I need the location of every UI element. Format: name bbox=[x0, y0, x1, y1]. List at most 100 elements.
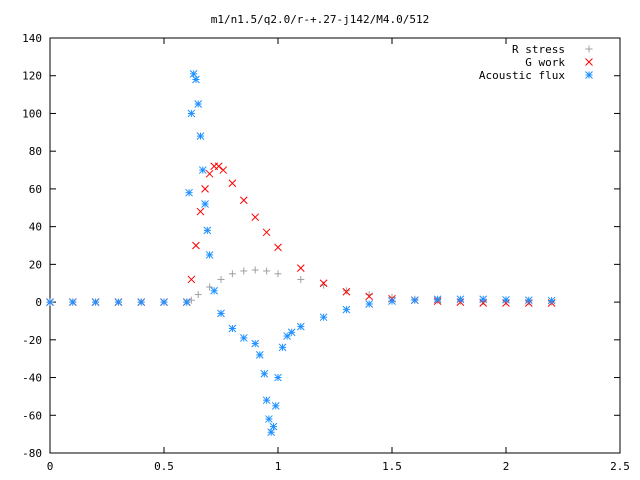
data-point bbox=[201, 200, 209, 208]
x-tick-label: 1.5 bbox=[382, 460, 402, 473]
series-r-stress bbox=[46, 266, 556, 306]
data-point bbox=[182, 298, 191, 306]
axes: 0 0.5 1 1.5 2 2.5 -80 -60 -40 -20 0 20 40 60 80 100 120 1… bbox=[22, 32, 630, 473]
data-point bbox=[319, 313, 328, 322]
data-point bbox=[274, 373, 282, 382]
data-point bbox=[217, 275, 225, 283]
data-point bbox=[388, 297, 396, 306]
data-point bbox=[228, 179, 237, 188]
chart-title: m1/n1.5/q2.0/r-+.27-j142/M4.0/512 bbox=[211, 13, 430, 26]
data-point bbox=[271, 401, 280, 410]
data-point bbox=[206, 283, 214, 291]
data-point bbox=[365, 292, 374, 301]
data-point bbox=[205, 169, 214, 178]
y-tick-label: 60 bbox=[29, 183, 42, 196]
series-g-work bbox=[46, 162, 556, 307]
data-point bbox=[228, 324, 237, 333]
y-tick-label: 140 bbox=[22, 32, 42, 45]
data-point bbox=[194, 291, 202, 299]
data-point bbox=[319, 279, 328, 288]
data-point bbox=[214, 162, 223, 171]
data-point bbox=[255, 351, 264, 359]
data-point bbox=[283, 332, 291, 340]
data-point bbox=[365, 300, 374, 308]
data-point bbox=[160, 298, 168, 306]
data-point bbox=[342, 287, 350, 295]
data-point bbox=[239, 334, 248, 342]
y-tick-label: -40 bbox=[22, 372, 42, 385]
data-point bbox=[203, 226, 212, 235]
legend-marker bbox=[585, 45, 593, 53]
data-point bbox=[239, 196, 248, 205]
data-point bbox=[479, 299, 488, 307]
data-point bbox=[296, 264, 305, 272]
data-point bbox=[187, 109, 196, 118]
data-point bbox=[269, 422, 278, 431]
data-point bbox=[433, 295, 442, 304]
data-point bbox=[342, 287, 351, 296]
data-point bbox=[192, 75, 200, 84]
data-point bbox=[114, 298, 123, 306]
y-tick-label: 40 bbox=[29, 221, 42, 234]
data-point bbox=[265, 415, 273, 423]
data-point bbox=[192, 241, 200, 250]
x-tick-label: 1 bbox=[275, 460, 282, 473]
data-point bbox=[219, 166, 228, 174]
data-point bbox=[196, 207, 205, 216]
plot-frame bbox=[49, 37, 621, 454]
x-tick-label: 2.5 bbox=[610, 460, 630, 473]
data-point bbox=[137, 298, 146, 306]
data-marks bbox=[46, 69, 556, 437]
data-point bbox=[194, 100, 203, 108]
y-tick-label: 80 bbox=[29, 145, 42, 158]
data-point bbox=[196, 132, 205, 140]
y-tick-label: -60 bbox=[22, 409, 42, 422]
data-point bbox=[198, 166, 207, 174]
legend-marker bbox=[585, 58, 593, 66]
data-point bbox=[260, 369, 269, 378]
data-point bbox=[502, 295, 510, 304]
data-point bbox=[262, 396, 271, 405]
data-point bbox=[91, 298, 100, 306]
data-point bbox=[278, 343, 287, 352]
legend-marker bbox=[585, 71, 593, 79]
data-point bbox=[263, 267, 271, 275]
data-point bbox=[251, 213, 260, 222]
legend-label: G work bbox=[525, 56, 565, 69]
y-tick-label: 100 bbox=[22, 107, 42, 120]
data-point bbox=[201, 185, 209, 193]
data-point bbox=[251, 266, 259, 274]
data-point bbox=[342, 305, 351, 314]
data-point bbox=[410, 296, 419, 305]
data-point bbox=[210, 286, 219, 295]
data-point bbox=[262, 228, 271, 237]
data-point bbox=[524, 296, 533, 305]
y-tick-label: -80 bbox=[22, 447, 42, 460]
legend-label: R stress bbox=[512, 43, 565, 56]
data-point bbox=[296, 322, 305, 331]
legend-label: Acoustic flux bbox=[479, 69, 565, 82]
data-point bbox=[205, 251, 214, 259]
data-point bbox=[187, 275, 196, 284]
data-point bbox=[46, 298, 54, 306]
data-point bbox=[274, 243, 282, 252]
data-point bbox=[251, 339, 260, 348]
data-point bbox=[68, 298, 77, 306]
x-tick-label: 0.5 bbox=[154, 460, 174, 473]
y-tick-label: 20 bbox=[29, 258, 42, 271]
series-acoustic-flux bbox=[46, 69, 556, 437]
x-tick-label: 2 bbox=[503, 460, 510, 473]
data-point bbox=[456, 295, 465, 304]
y-tick-label: -20 bbox=[22, 334, 42, 347]
data-point bbox=[479, 295, 488, 304]
y-tick-label: 0 bbox=[35, 296, 42, 309]
data-point bbox=[274, 270, 282, 278]
data-point bbox=[287, 328, 296, 337]
data-point bbox=[547, 296, 556, 305]
data-point bbox=[217, 309, 225, 318]
data-point bbox=[297, 275, 305, 283]
data-point bbox=[228, 270, 236, 278]
data-point bbox=[185, 188, 193, 197]
